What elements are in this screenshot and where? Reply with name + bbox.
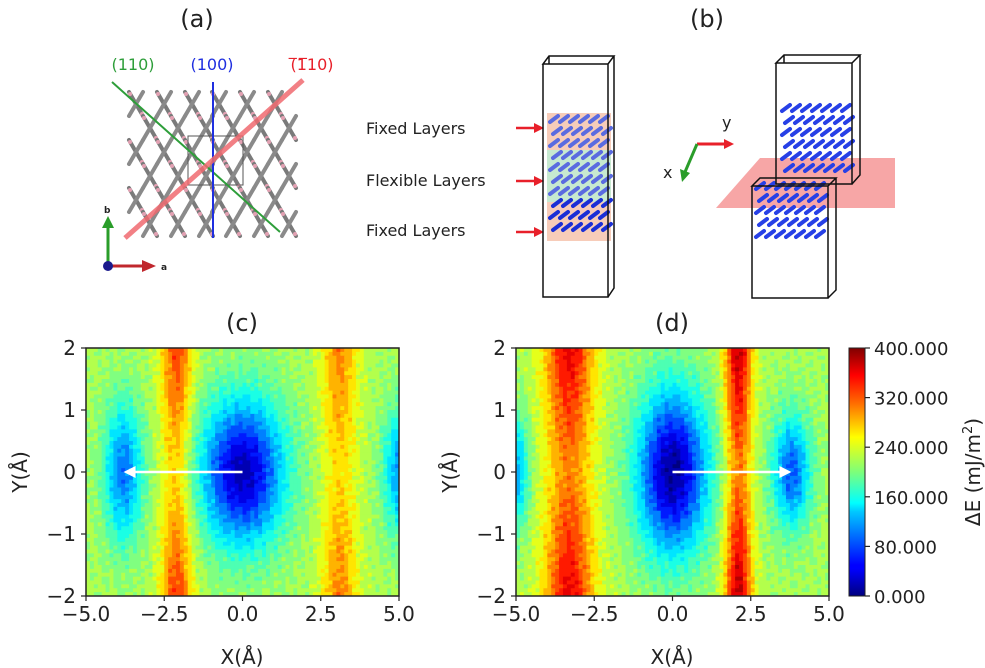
plane-110-label: (110) — [111, 55, 154, 74]
x-tick-label: 5.0 — [383, 602, 415, 626]
colorbar-gradient — [848, 347, 866, 597]
xlabel-d: X(Å) — [651, 645, 694, 668]
panel-d: (d) −5.0 −2.5 0.0 2.5 5.0 2 1 0 −1 −2 X(Å) Y(Å) — [438, 309, 845, 668]
x-tick-label: 5.0 — [813, 602, 845, 626]
axis-y-arrowhead — [724, 139, 734, 149]
colorbar-tick-label: 240.000 — [874, 438, 948, 459]
plane-100-label: (100) — [190, 55, 233, 74]
x-tick-label: 0.0 — [227, 602, 259, 626]
axis-y-label: y — [722, 113, 731, 132]
unit-cell — [187, 135, 244, 186]
colorbar-tick-label: 400.000 — [874, 339, 948, 360]
ylabel-c: Y(Å) — [8, 451, 32, 494]
axis-x-arrowhead — [680, 169, 690, 182]
panel-c: (c) −5.0 −2.5 0.0 2.5 5.0 2 1 0 −1 −2 X(Å) Y(Å) — [8, 309, 415, 668]
y-tick-label: 1 — [493, 398, 506, 422]
axis-x-label: x — [663, 163, 672, 182]
x-tick-label: 2.5 — [735, 602, 767, 626]
x-tick-label: −2.5 — [570, 602, 619, 626]
panel-c-label: (c) — [226, 309, 258, 337]
panel-d-label: (d) — [655, 309, 689, 337]
ylabel-d: Y(Å) — [438, 451, 462, 494]
plane-110-line — [111, 81, 281, 233]
plane-m110-label: (̅1̅10) — [288, 55, 334, 74]
flexible-layers-label: Flexible Layers — [366, 171, 486, 190]
axis-x-arrow — [683, 143, 699, 173]
panel-a: (a) (110) (100) (̅1̅10) b a — [102, 5, 334, 273]
fixed-layers-bottom-label: Fixed Layers — [366, 221, 466, 240]
y-tick-label: 2 — [493, 336, 506, 360]
axis-b-arrowhead — [102, 216, 114, 228]
x-tick-label: −5.0 — [492, 602, 541, 626]
y-tick-label: −1 — [477, 522, 506, 546]
transition-arrow-d — [672, 466, 792, 478]
y-tick-label: 1 — [63, 398, 76, 422]
y-tick-label: −2 — [477, 584, 506, 608]
colorbar-tick-label: 0.000 — [874, 587, 926, 608]
colorbar-tick-label: 160.000 — [874, 488, 948, 509]
axis-a-label: a — [161, 263, 167, 273]
y-tick-label: 2 — [63, 336, 76, 360]
x-tick-label: 0.0 — [657, 602, 689, 626]
colorbar-label: ΔE (mJ/m2) — [961, 418, 985, 526]
axes-d: −5.0 −2.5 0.0 2.5 5.0 2 1 0 −1 −2 — [477, 336, 845, 626]
panel-b-label: (b) — [690, 5, 724, 33]
panel-b: (b) Fixed Layers Flexible Layers Fixed L… — [366, 5, 895, 299]
x-tick-label: 2.5 — [305, 602, 337, 626]
axis-b-label: b — [104, 206, 111, 216]
x-tick-label: −5.0 — [62, 602, 111, 626]
colorbar-tick-label: 80.000 — [874, 537, 937, 558]
axis-a-arrowhead — [142, 260, 156, 272]
y-tick-label: −2 — [47, 584, 76, 608]
plane-m110-line — [123, 78, 305, 240]
colorbar-tick-label: 320.000 — [874, 389, 948, 410]
slab-model — [541, 55, 616, 298]
axes-c: −5.0 −2.5 0.0 2.5 5.0 2 1 0 −1 −2 — [47, 336, 415, 626]
axis-origin — [103, 261, 113, 271]
x-tick-label: −2.5 — [140, 602, 189, 626]
y-tick-label: 0 — [493, 460, 506, 484]
y-tick-label: −1 — [47, 522, 76, 546]
heatmap-d — [516, 348, 829, 596]
pointer-arrows — [516, 123, 544, 237]
xlabel-c: X(Å) — [221, 645, 264, 668]
transition-arrow-c — [123, 466, 243, 478]
y-tick-label: 0 — [63, 460, 76, 484]
sliding-model — [716, 54, 895, 299]
fixed-layers-top-label: Fixed Layers — [366, 119, 466, 138]
crystal-lattice — [127, 90, 298, 238]
panel-a-label: (a) — [180, 5, 213, 33]
colorbar: 400.000320.000240.000160.00080.0000.000 … — [848, 339, 985, 608]
heatmap-c — [86, 348, 399, 596]
